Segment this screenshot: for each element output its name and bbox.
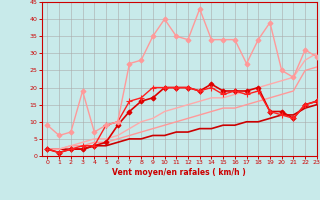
X-axis label: Vent moyen/en rafales ( km/h ): Vent moyen/en rafales ( km/h ) <box>112 168 246 177</box>
